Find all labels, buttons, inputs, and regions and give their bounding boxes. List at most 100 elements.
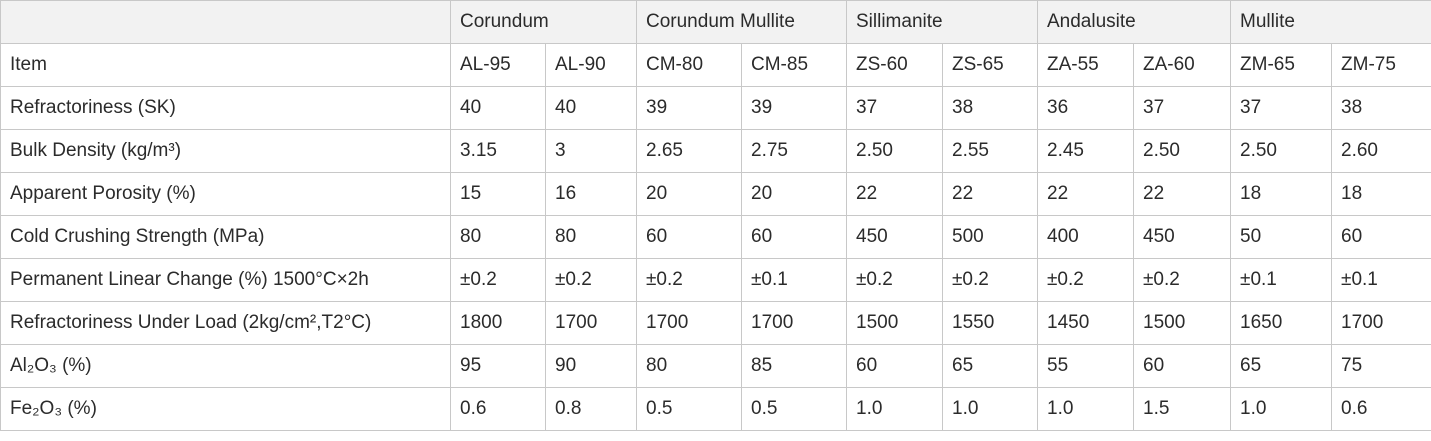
cell: ±0.2 [636,258,742,302]
cell: 80 [450,215,546,259]
cell: 1.0 [846,387,943,431]
cell: ZS-65 [942,43,1038,87]
cell: 450 [1132,215,1232,259]
cell: 22 [846,172,943,216]
cell: AL-95 [450,43,546,87]
cell: 65 [942,344,1038,388]
cell: 1800 [450,301,546,345]
row-label: Bulk Density (kg/m³) [0,129,451,173]
cell: ZA-60 [1132,43,1232,87]
cell: 2.50 [1230,129,1333,173]
row-label: Refractoriness (SK) [0,86,451,130]
cell: 2.65 [636,129,742,173]
row-label: Cold Crushing Strength (MPa) [0,215,451,259]
table-row: Bulk Density (kg/m³) 3.15 3 2.65 2.75 2.50 2.5… [0,129,1431,173]
cell: 18 [1331,172,1431,216]
cell: 1450 [1037,301,1134,345]
cell: 80 [545,215,637,259]
row-label: Fe₂O₃ (%) [0,387,451,431]
cell: 60 [1331,215,1431,259]
group-header: Corundum [450,0,637,44]
cell: ±0.2 [1132,258,1232,302]
group-header: Corundum Mullite [636,0,847,44]
cell: 40 [545,86,637,130]
cell: 0.5 [741,387,847,431]
table-row: Cold Crushing Strength (MPa) 80 80 60 60 450 5… [0,215,1431,259]
cell: 40 [450,86,546,130]
cell: ±0.1 [741,258,847,302]
cell: 50 [1230,215,1333,259]
row-label: Refractoriness Under Load (2kg/cm²,T2°C) [0,301,451,345]
cell: 80 [636,344,742,388]
cell: 85 [741,344,847,388]
spec-table: Corundum Corundum Mullite Sillimanite Andal… [0,0,1431,431]
cell: 2.75 [741,129,847,173]
cell: 0.8 [545,387,637,431]
cell: 2.50 [1132,129,1232,173]
cell: 1.5 [1132,387,1232,431]
cell: 65 [1230,344,1333,388]
cell: 0.6 [1331,387,1431,431]
cell: 1.0 [1037,387,1134,431]
table-row: Refractoriness Under Load (2kg/cm²,T2°C)… [0,301,1431,345]
row-label: Permanent Linear Change (%) 1500°C×2h [0,258,451,302]
cell: 20 [741,172,847,216]
cell: 22 [1132,172,1232,216]
cell: 37 [846,86,943,130]
cell: 3.15 [450,129,546,173]
row-label: Apparent Porosity (%) [0,172,451,216]
cell: 22 [1037,172,1134,216]
cell: 16 [545,172,637,216]
cell: 2.45 [1037,129,1134,173]
cell: CM-85 [741,43,847,87]
cell: ZM-75 [1331,43,1431,87]
row-label: Al₂O₃ (%) [0,344,451,388]
cell: 1650 [1230,301,1333,345]
cell: 2.50 [846,129,943,173]
cell: 1700 [545,301,637,345]
cell: 15 [450,172,546,216]
cell: 22 [942,172,1038,216]
cell: ±0.2 [450,258,546,302]
cell: 38 [1331,86,1431,130]
cell: 0.6 [450,387,546,431]
group-header: Sillimanite [846,0,1038,44]
group-header: Andalusite [1036,0,1232,44]
cell: 95 [450,344,546,388]
cell: 20 [636,172,742,216]
cell: 1.0 [942,387,1038,431]
cell: 37 [1132,86,1232,130]
cell: 2.55 [942,129,1038,173]
cell: 3 [545,129,637,173]
cell: 400 [1037,215,1134,259]
row-label: Item [0,43,451,87]
table-row: Al₂O₃ (%) 95 90 80 85 60 65 55 60 65 75 [0,344,1431,388]
cell: ±0.1 [1331,258,1431,302]
cell: ZS-60 [846,43,943,87]
cell: 60 [1132,344,1232,388]
header-row: Corundum Corundum Mullite Sillimanite Andal… [0,0,1431,44]
cell: 1500 [1132,301,1232,345]
cell: CM-80 [636,43,742,87]
cell: 55 [1037,344,1134,388]
cell: 1.0 [1230,387,1333,431]
cell: 36 [1037,86,1134,130]
cell: 2.60 [1331,129,1431,173]
cell: 18 [1230,172,1333,216]
cell: 60 [741,215,847,259]
cell: ±0.2 [846,258,943,302]
table-row: Fe₂O₃ (%) 0.6 0.8 0.5 0.5 1.0 1.0 1.0 1.5 1.0 0.6 [0,387,1431,431]
cell: 37 [1230,86,1333,130]
cell: ZA-55 [1037,43,1134,87]
table-body: Corundum Corundum Mullite Sillimanite Andal… [0,0,1431,431]
cell: 500 [942,215,1038,259]
cell: ±0.2 [942,258,1038,302]
cell: 1550 [942,301,1038,345]
corner-cell [0,0,451,44]
cell: ZM-65 [1230,43,1333,87]
cell: 90 [545,344,637,388]
cell: ±0.1 [1230,258,1333,302]
cell: ±0.2 [545,258,637,302]
cell: 39 [741,86,847,130]
cell: 1500 [846,301,943,345]
